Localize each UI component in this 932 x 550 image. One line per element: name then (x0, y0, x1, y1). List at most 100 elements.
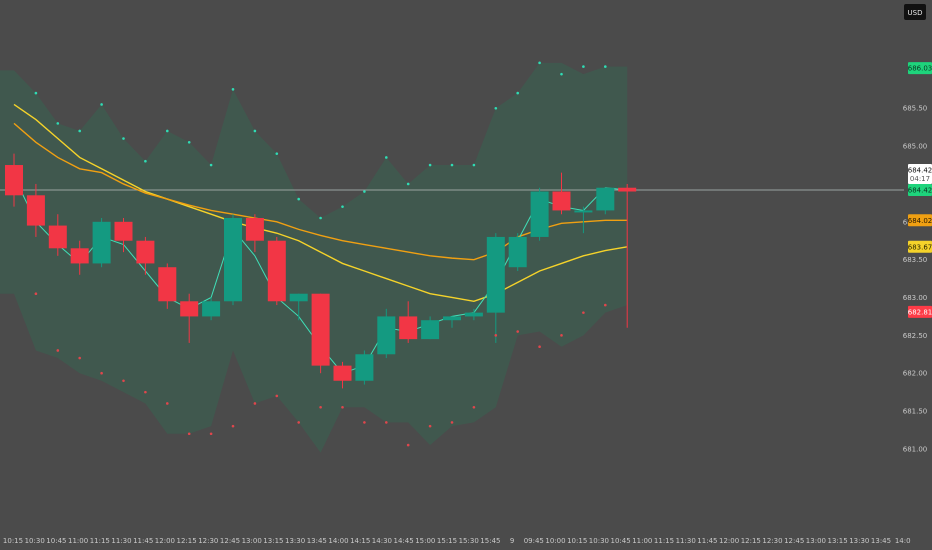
lower-dot (231, 424, 235, 428)
x-tick-label: 12:15 (741, 537, 761, 545)
candle-body (180, 301, 199, 317)
price-labels: USD 686.03684.4204:17684.42684.02683.676… (904, 4, 932, 318)
lower-dot (428, 424, 432, 428)
y-tick-label: 683.00 (903, 294, 928, 302)
countdown-label: 04:17 (910, 175, 930, 183)
x-tick-label: 15:15 (437, 537, 457, 545)
lower-dot (341, 405, 344, 409)
x-tick-label: 10:30 (25, 537, 45, 545)
upper-dot (253, 129, 257, 133)
x-tick-label: 15:00 (415, 537, 435, 545)
x-tick-label: 11:00 (68, 537, 88, 545)
lower-dot (297, 421, 301, 424)
lower-dot (516, 330, 519, 333)
band-top-label: 686.03 (908, 65, 932, 73)
x-tick-label: 15:30 (459, 537, 479, 545)
x-tick-label: 13:15 (263, 537, 283, 545)
x-tick-label: 11:30 (676, 537, 696, 545)
upper-dot (341, 205, 344, 208)
ma-orange-label-bg (908, 214, 932, 227)
x-tick-label: 11:45 (133, 537, 153, 545)
y-axis: 685.50685.00684.00683.50683.00682.50682.… (903, 105, 928, 454)
lower-dot (560, 334, 563, 337)
x-tick-label: 12:30 (198, 537, 218, 545)
x-tick-label: 12:00 (719, 537, 739, 545)
candle-body (224, 218, 242, 302)
x-tick-label: 14:00 (328, 537, 348, 545)
lower-dot (187, 432, 191, 436)
upper-dot (516, 91, 519, 95)
band-area (0, 62, 628, 453)
band-bottom-label: 682.81 (908, 308, 932, 316)
upper-dot (144, 159, 147, 163)
x-tick-label: 13:15 (828, 537, 848, 545)
candle-body (289, 293, 308, 302)
lower-dot (494, 334, 498, 337)
band-top-label-bg (908, 62, 932, 75)
x-tick-label: 09:45 (524, 537, 544, 545)
candle-body (333, 365, 352, 381)
x-tick-label: 12:30 (762, 537, 782, 545)
y-tick-label: 683.50 (903, 256, 928, 264)
lower-dot (253, 402, 257, 405)
envelope-band (0, 62, 628, 453)
candle-body (267, 240, 286, 302)
price-box (908, 164, 932, 184)
y-tick-label: 682.50 (903, 332, 928, 340)
x-axis: 10:15 10:30 10:45 11:00 11:15 11:30 11:45 12:00… (3, 537, 911, 545)
ma-orange-line (13, 122, 628, 261)
lower-dot (122, 379, 125, 383)
x-tick-label: 13:00 (806, 537, 826, 545)
candle-body (26, 195, 45, 226)
upper-dot (385, 156, 388, 159)
y-tick-label: 681.50 (903, 408, 928, 416)
x-tick-label: 12:15 (177, 537, 197, 545)
candlesticks (5, 153, 637, 389)
candle-body (508, 236, 527, 268)
upper-dot (560, 72, 563, 76)
y-tick-label: 685.00 (903, 143, 928, 151)
upper-dot (363, 190, 366, 193)
candle-body (92, 221, 111, 264)
candle-body (70, 248, 89, 264)
candle-body (399, 316, 418, 340)
ma-yellow-label-bg (908, 240, 932, 253)
currency-badge (904, 4, 926, 20)
upper-dot (275, 152, 279, 155)
lower-dot (78, 356, 81, 360)
candle-body (311, 293, 330, 366)
candle-body (486, 236, 505, 313)
y-tick-label: 682.00 (903, 370, 928, 378)
x-tick-label: 10:15 (3, 537, 23, 545)
x-tick-label: 10:00 (545, 537, 565, 545)
candle-body (377, 316, 396, 355)
upper-dot (100, 103, 103, 106)
ma-orange-label: 684.02 (908, 217, 932, 225)
x-tick-label: 11:15 (90, 537, 110, 545)
upper-dot (538, 61, 541, 65)
candle-body (596, 187, 615, 211)
upper-dot (494, 106, 498, 110)
lower-dot (472, 405, 476, 409)
x-tick-label: 12:45 (784, 537, 804, 545)
lower-dot (406, 443, 410, 447)
x-tick-label: 14:45 (394, 537, 414, 545)
x-tick-label: 13:30 (849, 537, 869, 545)
lower-dot (275, 394, 279, 398)
candle-body (618, 187, 637, 192)
candle-body (48, 225, 67, 249)
x-tick-label: 13:45 (871, 537, 891, 545)
lower-dot (209, 432, 213, 436)
upper-dot (582, 65, 585, 68)
upper-dot (406, 182, 410, 186)
upper-dot (428, 163, 432, 167)
upper-dot (122, 137, 125, 140)
candle-body (202, 301, 221, 317)
x-tick-label: 10:30 (589, 537, 609, 545)
candle-body (464, 312, 483, 317)
candle-body (136, 240, 155, 264)
x-tick-label: 14:30 (372, 537, 392, 545)
lower-dot (100, 371, 103, 375)
x-tick-label: 13:30 (285, 537, 305, 545)
